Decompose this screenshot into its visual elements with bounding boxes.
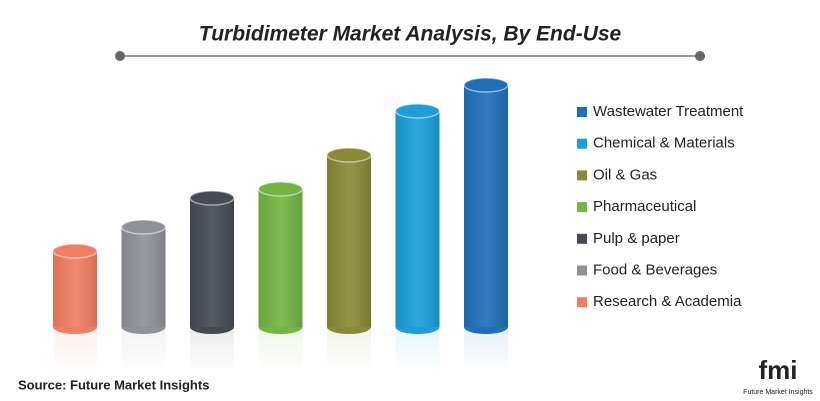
bar-shade <box>190 198 234 327</box>
reflection-fade <box>326 327 372 371</box>
legend-swatch <box>577 202 587 213</box>
rule-dot <box>115 51 125 61</box>
logo-name: Future Market Insights <box>743 389 813 396</box>
legend-label: Pharmaceutical <box>593 198 696 215</box>
reflection-fade <box>52 327 98 371</box>
legend-swatch <box>577 170 587 181</box>
legend-label: Wastewater Treatment <box>593 103 744 120</box>
reflection-fade <box>120 327 167 371</box>
cylinder-top <box>463 77 509 93</box>
reflection-fade <box>257 327 304 371</box>
reflection-fade <box>189 327 235 371</box>
reflection-fade <box>463 327 509 371</box>
legend-label: Oil & Gas <box>593 166 657 183</box>
legend-swatch <box>577 265 587 276</box>
cylinder-top <box>394 103 441 119</box>
legend-swatch <box>577 297 587 308</box>
bar-shade <box>121 227 166 327</box>
legend-label: Pulp & paper <box>593 230 680 247</box>
bar-shade <box>464 85 508 327</box>
bar-shade <box>258 189 303 327</box>
source: Source: Future Market Insights <box>18 377 209 392</box>
legend-swatch <box>577 138 587 149</box>
cylinder-top <box>189 190 235 206</box>
bar-shade <box>53 251 97 327</box>
bar-shade <box>327 155 371 327</box>
cylinder-top <box>326 147 372 163</box>
legend-label: Chemical & Materials <box>593 135 735 152</box>
legend-label: Research & Academia <box>593 293 742 310</box>
rule-dot <box>695 51 705 61</box>
cylinder-top <box>120 219 167 235</box>
reflection-fade <box>394 327 441 371</box>
legend-swatch <box>577 107 587 117</box>
bar-shade <box>395 111 440 327</box>
logo-mark: fmi <box>759 355 798 385</box>
cylinder-top <box>257 181 304 197</box>
legend-label: Food & Beverages <box>593 261 717 278</box>
cylinder-top <box>52 243 98 259</box>
legend-swatch <box>577 233 587 244</box>
chart-title: Turbidimeter Market Analysis, By End-Use <box>199 23 622 46</box>
